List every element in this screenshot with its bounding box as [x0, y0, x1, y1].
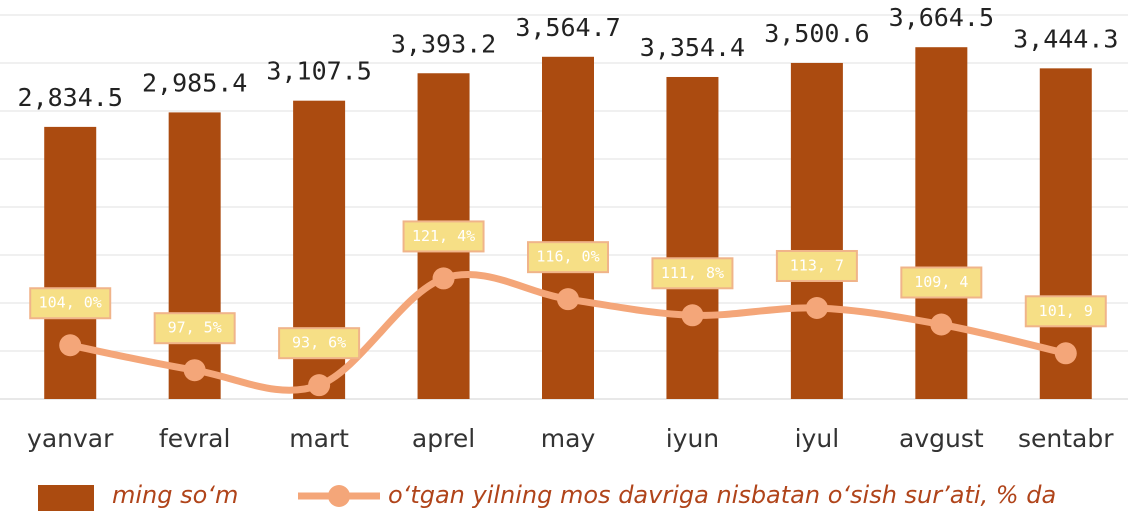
bar-value-label: 2,834.5 — [18, 83, 123, 112]
bar-value-label: 2,985.4 — [142, 68, 247, 97]
legend-label: ming so‘m — [112, 481, 238, 509]
line-point — [308, 374, 331, 397]
x-tick-label: may — [541, 424, 596, 453]
bar — [168, 112, 221, 399]
label-box — [29, 287, 112, 320]
line-point — [681, 304, 704, 327]
bar — [44, 126, 97, 399]
label-box — [527, 241, 609, 274]
line-point — [432, 267, 455, 290]
x-tick-label: yanvar — [27, 424, 114, 453]
x-tick-label: iyul — [795, 424, 840, 453]
label-box — [900, 266, 983, 299]
line-value-label: 109, 4 — [914, 273, 968, 291]
label-box — [278, 327, 361, 360]
line-point — [557, 288, 579, 311]
line-point — [183, 359, 206, 382]
bar — [542, 56, 594, 400]
bar-value-label: 3,354.4 — [640, 33, 745, 62]
line-value-label: 111, 8% — [661, 264, 724, 282]
x-tick-label: aprel — [412, 424, 475, 453]
line-point — [1054, 342, 1077, 365]
bar-value-label: 3,107.5 — [266, 57, 371, 86]
label-box — [402, 220, 485, 253]
line-point — [930, 313, 953, 336]
label-box — [651, 257, 734, 290]
bar — [915, 47, 968, 399]
legend-swatch — [328, 485, 350, 507]
bar-value-label: 3,664.5 — [889, 3, 994, 32]
line-value-label: 113, 7 — [790, 256, 844, 274]
bar-value-label: 3,500.6 — [764, 19, 869, 48]
legend-label: o‘tgan yilning mos davriga nisbatan o‘si… — [388, 481, 1056, 509]
bar-value-label: 3,564.7 — [515, 13, 620, 42]
x-tick-label: iyun — [666, 424, 719, 453]
x-tick-label: avgust — [899, 424, 984, 453]
line-value-label: 121, 4% — [412, 227, 475, 245]
label-box — [775, 249, 858, 282]
x-tick-label: mart — [289, 424, 349, 453]
x-tick-label: sentabr — [1018, 424, 1114, 453]
label-box — [1024, 295, 1107, 328]
label-box — [153, 312, 236, 345]
line-value-label: 104, 0% — [39, 294, 102, 312]
line-point — [805, 296, 828, 319]
bar — [666, 76, 719, 399]
line-value-label: 97, 5% — [168, 319, 222, 337]
line-point — [59, 334, 82, 357]
x-tick-label: fevral — [159, 424, 231, 453]
bar-value-label: 3,393.2 — [391, 29, 496, 58]
bar-value-label: 3,444.3 — [1013, 24, 1118, 53]
bar — [790, 62, 843, 399]
line-value-label: 116, 0% — [536, 248, 599, 266]
line-value-label: 93, 6% — [292, 334, 346, 352]
legend-swatch — [38, 485, 94, 511]
line-value-label: 101, 9 — [1039, 302, 1093, 320]
